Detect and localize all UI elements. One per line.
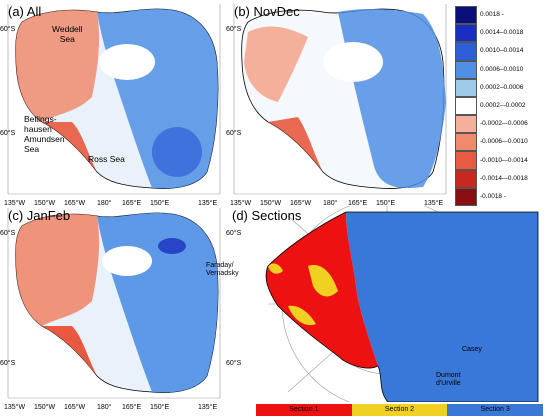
colorbar-label: 0.0018 - [480, 11, 504, 19]
colorbar-label: 0.0002–0.0006 [480, 83, 524, 91]
lon-label: 135°E [198, 404, 218, 411]
colorbar-swatch [455, 96, 477, 116]
lon-label: 135°E [198, 200, 218, 207]
panel-b-novdec: (b) NovDec 60°S 60°S 135°W 150°W 165°W 1… [226, 2, 453, 207]
lon-label: 135°W [4, 200, 26, 207]
colorbar-label: -0.0014–-0.0018 [480, 174, 528, 182]
lon-label: 165°E [348, 200, 368, 207]
lon-label: 180° [97, 404, 112, 411]
panel-a-all: (a) All 60°S 60°S 135°W 150°W 165°W 180°… [0, 2, 227, 207]
colorbar-label: -0.0006–-0.0010 [480, 138, 528, 146]
lon-label: 150°E [150, 404, 170, 411]
map-b [233, 4, 447, 195]
lat-label: 60°S [226, 130, 242, 137]
colorbar-swatch [455, 169, 477, 188]
colorbar-label: 0.0002–-0.0002 [480, 102, 526, 109]
casey-label: Casey [462, 346, 482, 353]
lat-label: 60°S [0, 130, 16, 137]
colorbar-swatch [455, 133, 477, 152]
colorbar-swatch [455, 42, 477, 61]
lat-label: 60°S [0, 360, 16, 367]
weddell-sea-label: Weddell Sea [52, 24, 83, 44]
lat-label: 60°S [0, 230, 16, 237]
lon-label: 165°W [64, 404, 86, 411]
lon-label: 135°E [424, 200, 444, 207]
lon-label: 135°W [4, 404, 26, 411]
lon-label: 150°W [34, 404, 56, 411]
colorbar [455, 6, 477, 206]
panel-title: (d) Sections [232, 208, 302, 223]
panel-title: (c) JanFeb [8, 208, 71, 223]
lon-label: 150°E [150, 200, 170, 207]
dumont-label: Dumont d'Urville [436, 372, 461, 387]
lon-label: 165°W [64, 200, 86, 207]
panel-title: (a) All [8, 4, 42, 19]
lon-label: 150°E [376, 200, 396, 207]
colorbar-swatch [455, 78, 477, 97]
lon-label: 165°E [122, 200, 142, 207]
lat-label: 60°S [226, 360, 242, 367]
lon-label: 180° [323, 200, 338, 207]
section-legend-item: Section 1 [256, 404, 352, 416]
lat-label: 60°S [226, 26, 242, 33]
map-a [7, 4, 221, 195]
lat-label: 60°S [226, 230, 242, 237]
colorbar-label: -0.0018 - [480, 192, 507, 200]
panel-d-sections: (d) Sections 60°S 60°S Faraday/ Vernadsk… [206, 198, 546, 410]
colorbar-label: 0.0006–0.0010 [480, 65, 524, 73]
lon-label: 165°W [290, 200, 312, 207]
section-legend-item: Section 3 [447, 404, 543, 416]
colorbar-swatch [455, 115, 477, 134]
colorbar-swatch [455, 24, 477, 43]
section-legend: Section 1 Section 2 Section 3 [256, 404, 543, 416]
section-legend-item: Section 2 [351, 404, 448, 416]
colorbar-label: 0.0014–0.0018 [480, 29, 524, 37]
lon-label: 150°W [260, 200, 282, 207]
map-c [7, 208, 221, 399]
section-2-area [268, 263, 338, 326]
panel-title: (b) NovDec [234, 4, 300, 19]
lat-label: 60°S [0, 26, 16, 33]
panel-c-janfeb: (c) JanFeb 60°S 60°S 135°W 150°W 165°W 1… [0, 206, 227, 411]
bellingshausen-label: Bellings- hausen Amundsen Sea [24, 114, 65, 154]
ross-sea-label: Ross Sea [88, 154, 125, 164]
colorbar-swatch [455, 60, 477, 79]
colorbar-label: -0.0010–-0.0014 [480, 156, 528, 164]
faraday-label: Faraday/ Vernadsky [206, 262, 239, 277]
lon-label: 150°W [34, 200, 56, 207]
lon-label: 180° [97, 200, 112, 207]
colorbar-swatch [455, 187, 477, 206]
lon-label: 165°E [122, 404, 142, 411]
map-d [265, 198, 539, 410]
section-3-area [346, 212, 538, 402]
colorbar-label: -0.0002–-0.0006 [480, 120, 528, 128]
colorbar-label: 0.0010–0.0014 [480, 47, 524, 55]
colorbar-swatch [455, 6, 477, 25]
lon-label: 135°W [230, 200, 252, 207]
colorbar-swatch [455, 151, 477, 170]
